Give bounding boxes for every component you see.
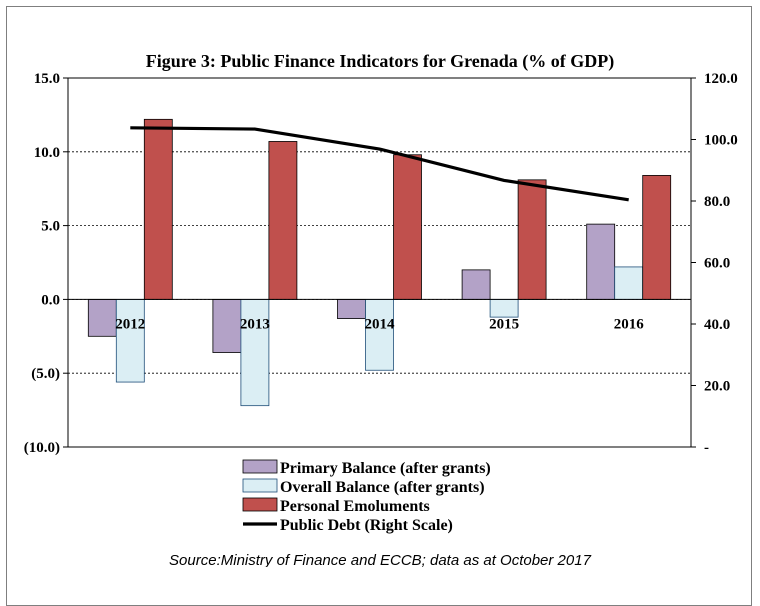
line-public-debt xyxy=(130,126,629,202)
x-tick-label: 2013 xyxy=(240,316,270,332)
left-tick-label: 5.0 xyxy=(41,219,60,235)
axes: 15.0 10.0 5.0 0.0 (5.0) (10.0) 120.0 100.0 80.0 6… xyxy=(24,71,738,456)
x-tick-label: 2012 xyxy=(115,316,145,332)
right-tick-label: 120.0 xyxy=(704,71,738,87)
source-note: Source:Ministry of Finance and ECCB; dat… xyxy=(169,552,592,567)
bar-overall-balance-after-grants xyxy=(489,298,519,318)
right-tick-label: 20.0 xyxy=(704,379,730,395)
bar-primary-balance-after-grants xyxy=(212,298,242,353)
chart-svg: Figure 3: Public Finance Indicators for … xyxy=(24,51,738,567)
legend-swatch xyxy=(242,497,278,512)
bar-personal-emoluments xyxy=(143,118,173,300)
legend-swatch xyxy=(242,478,278,493)
x-tick-label: 2014 xyxy=(365,316,396,332)
bar-overall-balance-after-grants xyxy=(614,266,644,300)
legend-label: Public Debt (Right Scale) xyxy=(280,517,453,534)
right-tick-label: 60.0 xyxy=(704,256,730,272)
legend-label: Personal Emoluments xyxy=(280,498,430,515)
bar-personal-emoluments xyxy=(393,154,422,300)
left-tick-label: 15.0 xyxy=(34,71,60,87)
left-tick-label: (10.0) xyxy=(24,440,60,456)
right-tick-label: - xyxy=(704,440,709,456)
left-tick-label: 0.0 xyxy=(41,292,60,308)
left-tick-label: (5.0) xyxy=(31,366,60,382)
right-tick-label: 80.0 xyxy=(704,194,730,210)
legend: Primary Balance (after grants) Overall Ba… xyxy=(242,459,491,534)
legend-label: Overall Balance (after grants) xyxy=(280,479,485,496)
bar-overall-balance-after-grants xyxy=(115,298,145,383)
bar-personal-emoluments xyxy=(642,175,672,300)
right-tick-label: 40.0 xyxy=(704,317,730,333)
bar-primary-balance-after-grants xyxy=(337,298,366,319)
bar-primary-balance-after-grants xyxy=(461,269,491,300)
bar-primary-balance-after-grants xyxy=(87,298,117,337)
x-tick-label: 2015 xyxy=(489,316,519,332)
left-tick-label: 10.0 xyxy=(34,145,60,161)
bar-overall-balance-after-grants xyxy=(240,298,270,407)
legend-swatch xyxy=(242,459,278,474)
plot-area: 2012 2013 2014 2015 2016 xyxy=(87,118,672,407)
bar-personal-emoluments xyxy=(517,179,547,300)
legend-label: Primary Balance (after grants) xyxy=(280,460,491,477)
bar-personal-emoluments xyxy=(268,141,298,300)
right-tick-label: 100.0 xyxy=(704,133,738,149)
chart-title: Figure 3: Public Finance Indicators for … xyxy=(146,51,614,72)
bar-overall-balance-after-grants xyxy=(365,298,394,371)
bar-primary-balance-after-grants xyxy=(586,223,616,300)
x-tick-label: 2016 xyxy=(614,316,645,332)
